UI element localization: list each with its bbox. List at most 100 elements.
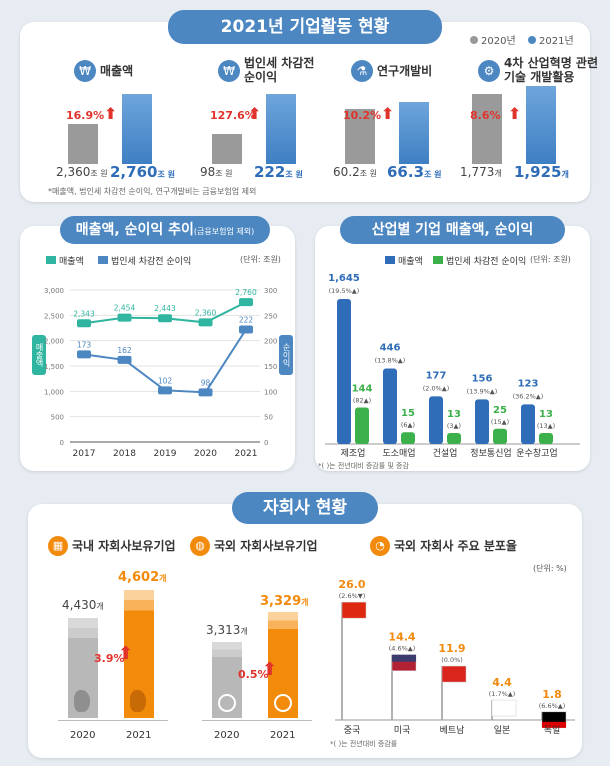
growth-rate: 127.6% [210, 109, 256, 122]
change-label-profit: (15▲) [491, 418, 509, 426]
bar-2021 [399, 102, 429, 164]
y-right-tick-label: 300 [264, 287, 277, 295]
category-label: 도소매업 [382, 448, 415, 459]
value-2020: 98조 원 [200, 165, 233, 179]
bar-profit [401, 432, 415, 444]
domestic-value-2020: 4,430개 [62, 598, 104, 612]
data-label: 173 [77, 340, 92, 349]
bar-revenue [337, 299, 351, 444]
up-arrow-icon: ⬆ [508, 104, 522, 123]
foreign-growth: 0.5% [238, 668, 269, 681]
x-tick-label: 2017 [73, 449, 96, 459]
flag-detail [542, 721, 566, 728]
value-2020: 60.2조 원 [333, 165, 377, 179]
trend-unit: (단위: 조원) [240, 255, 281, 264]
globe-icon [218, 694, 236, 712]
category-label: 정보통신업 [470, 448, 511, 459]
change-label: (4.6%▲) [389, 645, 416, 653]
domestic-title: 국내 자회사보유기업 [72, 539, 176, 553]
data-label: 2,454 [114, 304, 136, 313]
value-2021: 222조 원 [254, 163, 303, 181]
data-label: 2,343 [73, 309, 95, 318]
flag-detail [392, 654, 416, 662]
value-2021: 66.3조 원 [387, 163, 442, 181]
data-point [158, 314, 172, 323]
data-label: 2,760 [235, 288, 257, 297]
industry-footnote: *( )는 전년대비 증감률 및 증감 [318, 462, 409, 470]
change-label: (0.0%) [441, 656, 463, 664]
summary-item-label: 매출액 [100, 64, 134, 78]
bar-profit [355, 407, 369, 444]
x-tick-label: 2020 [194, 449, 217, 459]
distribution-footnote: *( )는 전년대비 증감률 [330, 739, 398, 748]
data-label: 222 [239, 316, 254, 325]
data-label-profit: 25 [493, 405, 507, 416]
subsidiary-title: 자회사 현황 [232, 492, 378, 524]
trend-chart: 0 500 1,000 1,500 2,000 2,500 3,000 0 50 100 150 20… [44, 287, 277, 459]
foreign-year-2020: 2020 [214, 730, 240, 741]
category-label: 중국 [344, 725, 361, 736]
data-label-revenue: 177 [426, 370, 447, 381]
data-label: 11.9 [438, 642, 465, 655]
data-label: 98 [201, 378, 211, 387]
domestic-year-2021: 2021 [126, 730, 152, 741]
foreign-baseline [202, 720, 312, 721]
category-label: 운수창고업 [516, 448, 557, 459]
summary-item-label: 4차 산업혁명 관련 기술 개발활용 [504, 56, 598, 84]
trend-legend-revenue: 매출액 [46, 254, 84, 267]
foreign-title: 국외 자회사보유기업 [214, 539, 318, 553]
change-label-revenue: (2.0%▲) [423, 384, 450, 392]
legend-2020: 2020년 [470, 32, 516, 47]
y-right-tick-label: 0 [264, 439, 268, 447]
data-point [117, 355, 132, 364]
domestic-value-2021: 4,602개 [118, 570, 167, 585]
summary-title: 2021년 기업활동 현황 [168, 10, 442, 44]
change-label-profit: (82▲) [353, 397, 371, 405]
industry-legend-revenue: 매출액 [385, 254, 423, 267]
value-2021: 2,760조 원 [110, 163, 175, 181]
y-left-tick-label: 1,000 [44, 388, 64, 396]
data-point [198, 388, 213, 397]
category-label: 독일 [544, 725, 561, 736]
up-arrow-icon: ⬆ [248, 104, 262, 123]
up-arrow-icon: ⬆ [381, 104, 395, 123]
y-left-tick-label: 3,000 [44, 287, 64, 295]
gear-icon: ⚙ [478, 60, 500, 82]
data-point [239, 325, 253, 334]
data-label: 14.4 [388, 631, 415, 644]
trend-side-left: 매출액 [32, 335, 46, 375]
up-arrow-icon: ⬆ [118, 643, 134, 664]
industry-legend-profit: 법인세 차감전 순이익 [433, 254, 526, 267]
research-icon: ⚗ [351, 60, 373, 82]
growth-rate: 8.6% [470, 109, 501, 122]
korea-map-icon [130, 690, 146, 712]
category-label: 건설업 [433, 448, 458, 459]
data-label-profit: 144 [352, 384, 373, 395]
up-arrow-icon: ⬆ [104, 104, 118, 123]
value-2020: 1,773개 [460, 165, 502, 179]
y-right-tick-label: 200 [264, 338, 277, 346]
flag [441, 665, 467, 683]
data-label: 26.0 [338, 578, 365, 591]
industry-chart: 1,645 (19.5%▲) 144 (82▲) 제조업 446 (13.8%▲) 15 (6▲… [325, 273, 580, 459]
category-label: 미국 [394, 725, 411, 736]
summary-item-label: 연구개발비 [377, 64, 433, 78]
data-label-profit: 13 [447, 409, 461, 420]
data-point [77, 319, 91, 328]
globe-icon [274, 694, 292, 712]
building-icon: ▦ [48, 536, 68, 556]
change-label-revenue: (13.9%▲) [467, 387, 498, 395]
distribution-title: 국외 자회사 주요 분포율 [394, 539, 517, 553]
y-left-tick-label: 2,000 [44, 338, 64, 346]
category-label: 일본 [494, 725, 511, 736]
flag [341, 601, 367, 619]
data-point [198, 318, 213, 327]
money-icon: ₩ [218, 60, 240, 82]
data-point [117, 313, 132, 322]
growth-rate: 16.9% [66, 109, 105, 122]
x-tick-label: 2018 [113, 449, 136, 459]
bar-revenue [475, 399, 489, 444]
foreign-year-2021: 2021 [270, 730, 296, 741]
bar-2021 [122, 94, 152, 164]
change-label: (1.7%▲) [489, 690, 516, 698]
